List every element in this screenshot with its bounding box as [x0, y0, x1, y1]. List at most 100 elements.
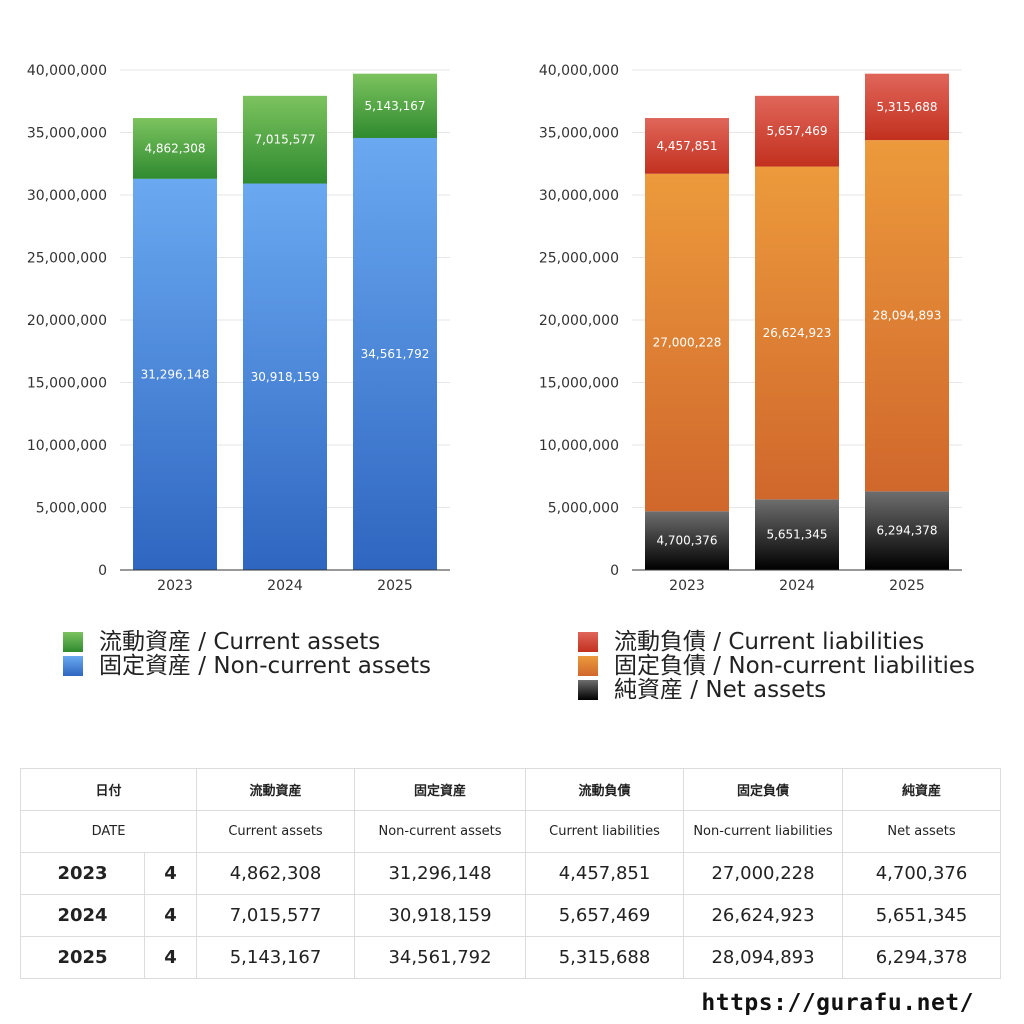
data-label: 34,561,792: [361, 347, 430, 361]
bar-segment: [755, 166, 839, 500]
y-tick-label: 5,000,000: [36, 501, 107, 517]
table-row: 2023 4 4,862,308 31,296,148 4,457,851 27…: [20, 852, 1002, 895]
cell-current-assets: 5,143,167: [196, 936, 356, 979]
y-tick-label: 40,000,000: [539, 63, 619, 79]
legend-label: 流動負債 / Current liabilities: [614, 629, 925, 655]
bar-segment: [865, 491, 949, 570]
cell-non-current-liabilities: 28,094,893: [683, 936, 844, 979]
header-current-liabilities-en: Current liabilities: [525, 810, 685, 853]
bar-segment: [645, 173, 729, 512]
x-tick-label: 2025: [377, 578, 413, 594]
assets-legend: 流動資産 / Current assets 固定資産 / Non-current…: [63, 630, 431, 678]
cell-current-liabilities: 5,315,688: [525, 936, 685, 979]
header-non-current-assets-jp: 固定資産: [354, 768, 527, 811]
row-count: 4: [143, 852, 198, 895]
data-label: 4,457,851: [656, 139, 717, 153]
legend-label: 固定資産 / Non-current assets: [99, 653, 432, 679]
data-label: 26,624,923: [763, 326, 832, 340]
row-year: 2025: [20, 936, 145, 979]
legend-label: 純資産 / Net assets: [614, 677, 827, 703]
legend-item-net-assets: 純資産 / Net assets: [578, 678, 975, 702]
footer-url[interactable]: https://gurafu.net/: [701, 990, 974, 1016]
cell-current-assets: 4,862,308: [196, 852, 356, 895]
header-date-en: DATE: [19, 810, 198, 853]
row-year: 2023: [20, 852, 145, 895]
data-label: 5,143,167: [364, 99, 425, 113]
cell-non-current-assets: 30,918,159: [354, 894, 527, 937]
legend-swatch: [63, 632, 83, 652]
cell-non-current-assets: 34,561,792: [354, 936, 527, 979]
data-label: 5,651,345: [766, 528, 827, 542]
legend-label: 流動資産 / Current assets: [99, 629, 381, 655]
liabilities-legend: 流動負債 / Current liabilities 固定負債 / Non-cu…: [578, 630, 975, 702]
data-label: 4,700,376: [656, 534, 717, 548]
cell-net-assets: 5,651,345: [842, 894, 1002, 937]
legend-item-non-current-liabilities: 固定負債 / Non-current liabilities: [578, 654, 975, 678]
data-table: 日付 流動資産 固定資産 流動負債 固定負債 純資産 DATE Current …: [19, 768, 1002, 979]
legend-label: 固定負債 / Non-current liabilities: [614, 653, 975, 679]
y-tick-label: 40,000,000: [27, 63, 107, 79]
data-label: 4,862,308: [144, 141, 205, 155]
bar-segment: [243, 183, 327, 570]
y-tick-label: 0: [98, 563, 107, 579]
y-tick-label: 25,000,000: [27, 251, 107, 267]
table-header-row-en: DATE Current assets Non-current assets C…: [19, 810, 1002, 853]
y-tick-label: 0: [610, 563, 619, 579]
x-tick-label: 2025: [889, 578, 925, 594]
header-net-assets-jp: 純資産: [842, 768, 1002, 811]
legend-item-current-assets: 流動資産 / Current assets: [63, 630, 431, 654]
bar-segment: [353, 137, 437, 570]
y-tick-label: 20,000,000: [539, 313, 619, 329]
y-tick-label: 15,000,000: [27, 376, 107, 392]
y-tick-label: 20,000,000: [27, 313, 107, 329]
bar-segment: [865, 73, 949, 141]
liabilities-chart: 0 5,000,000 10,000,000 15,000,000 20,000,000…: [539, 63, 962, 594]
cell-net-assets: 6,294,378: [842, 936, 1002, 979]
data-label: 5,315,688: [876, 100, 937, 114]
legend-item-current-liabilities: 流動負債 / Current liabilities: [578, 630, 975, 654]
bar-segment: [353, 73, 437, 138]
cell-current-liabilities: 4,457,851: [525, 852, 685, 895]
data-label: 27,000,228: [653, 335, 722, 349]
legend-swatch: [578, 656, 598, 676]
row-year: 2024: [20, 894, 145, 937]
bar-segment: [645, 511, 729, 570]
x-tick-label: 2024: [267, 578, 303, 594]
y-tick-label: 35,000,000: [539, 126, 619, 142]
table-header-row: 日付 流動資産 固定資産 流動負債 固定負債 純資産: [19, 768, 1002, 811]
x-tick-label: 2023: [669, 578, 705, 594]
y-tick-label: 35,000,000: [27, 126, 107, 142]
table-row: 2025 4 5,143,167 34,561,792 5,315,688 28…: [20, 936, 1002, 979]
bar-segment: [865, 140, 949, 492]
data-label: 5,657,469: [766, 124, 827, 138]
y-tick-label: 15,000,000: [539, 376, 619, 392]
legend-item-non-current-assets: 固定資産 / Non-current assets: [63, 654, 431, 678]
legend-swatch: [578, 632, 598, 652]
cell-non-current-liabilities: 26,624,923: [683, 894, 844, 937]
legend-swatch: [578, 680, 598, 700]
table-row: 2024 4 7,015,577 30,918,159 5,657,469 26…: [20, 894, 1002, 937]
x-tick-label: 2024: [779, 578, 815, 594]
bar-segment: [645, 118, 729, 174]
x-tick-label: 2023: [157, 578, 193, 594]
header-non-current-liabilities-en: Non-current liabilities: [683, 810, 844, 853]
data-label: 6,294,378: [876, 524, 937, 538]
bar-segment: [133, 178, 217, 570]
bar-segment: [243, 95, 327, 184]
cell-current-assets: 7,015,577: [196, 894, 356, 937]
data-label: 28,094,893: [873, 309, 942, 323]
header-current-assets-jp: 流動資産: [196, 768, 356, 811]
header-date-jp: 日付: [19, 768, 198, 811]
y-tick-label: 25,000,000: [539, 251, 619, 267]
legend-swatch: [63, 656, 83, 676]
bar-segment: [133, 118, 217, 179]
bar-segment: [755, 499, 839, 570]
data-label: 30,918,159: [251, 370, 320, 384]
y-tick-label: 30,000,000: [539, 188, 619, 204]
cell-non-current-assets: 31,296,148: [354, 852, 527, 895]
cell-net-assets: 4,700,376: [842, 852, 1002, 895]
row-count: 4: [143, 936, 198, 979]
y-tick-label: 30,000,000: [27, 188, 107, 204]
data-label: 31,296,148: [141, 367, 210, 381]
y-tick-label: 5,000,000: [548, 501, 619, 517]
